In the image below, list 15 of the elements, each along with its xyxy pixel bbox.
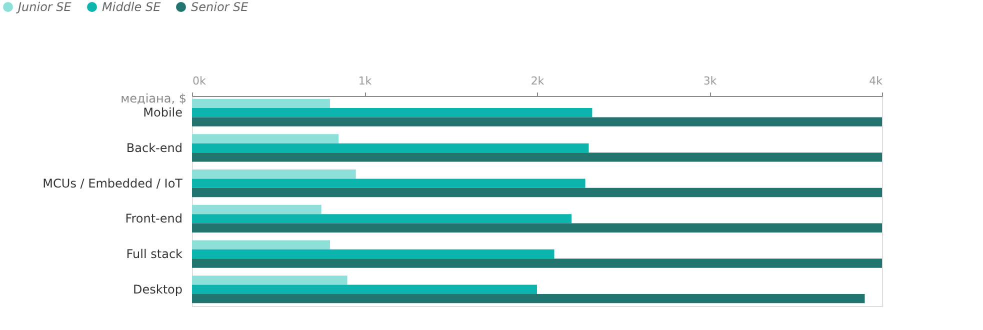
x-tick-label: 2k [530,74,545,88]
x-axis-title: медіана, $ [120,92,186,106]
legend-label: Middle SE [102,0,162,14]
y-tick-label: Full stack [126,247,183,262]
legend-label: Senior SE [191,0,249,14]
y-tick-label: Mobile [143,106,182,120]
y-tick-label: Back-end [126,140,182,155]
x-tick-label: 4k [869,74,884,88]
x-tick-label: 3k [703,74,718,88]
y-tick-label: Front-end [125,212,182,226]
x-tick-label: 1k [358,74,372,88]
x-tick-label: 0k [192,74,206,88]
legend-label: Junior SE [16,0,72,14]
y-tick-label: Desktop [133,282,182,296]
y-tick-label: MCUs / Embedded / IoT [42,176,184,190]
